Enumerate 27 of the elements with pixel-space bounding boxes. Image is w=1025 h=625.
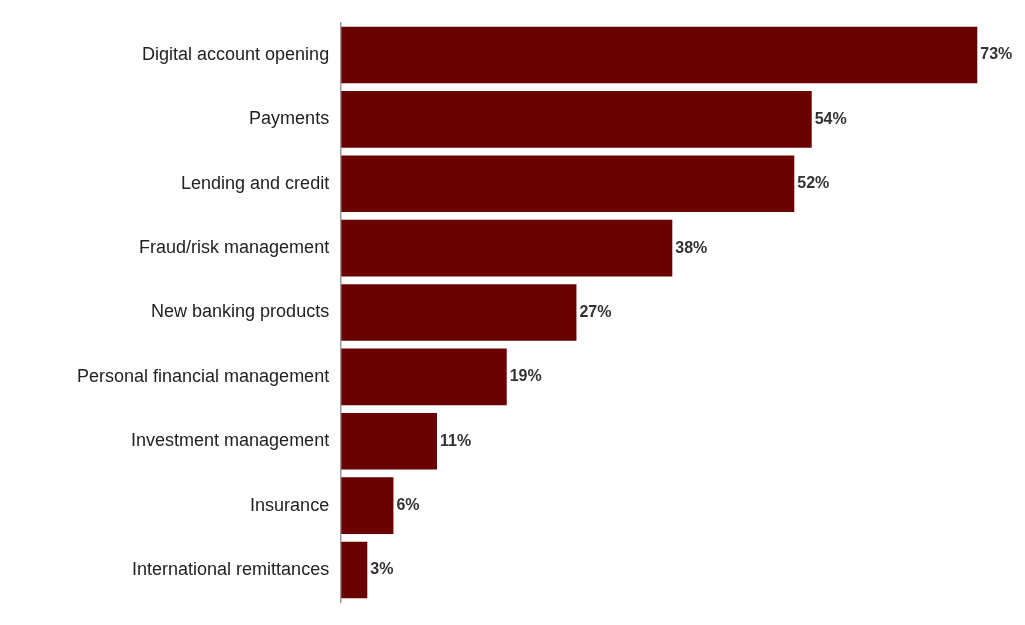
data-label: 27%: [579, 302, 612, 320]
y-tick-label: Payments: [249, 108, 330, 129]
y-tick-label: Fraud/risk management: [139, 237, 330, 258]
bar: [341, 91, 812, 148]
data-label: 38%: [675, 238, 708, 256]
bar: [341, 219, 673, 277]
y-tick-label: Lending and credit: [181, 172, 330, 193]
data-label: 73%: [980, 45, 1013, 63]
y-tick-label: Insurance: [250, 494, 330, 515]
bar: [341, 284, 577, 341]
bar: [341, 348, 507, 406]
y-tick-label: New banking products: [151, 301, 330, 322]
data-label: 52%: [797, 174, 830, 192]
y-tick-label: International remittances: [132, 558, 330, 579]
bar: [341, 412, 438, 470]
y-tick-label: Personal financial management: [76, 365, 330, 386]
data-label: 3%: [370, 560, 394, 578]
data-label: 11%: [440, 431, 472, 449]
data-label: 19%: [509, 367, 542, 385]
data-label: 54%: [814, 109, 847, 127]
y-tick-label: Digital account opening: [142, 43, 330, 64]
bar: [341, 26, 978, 84]
data-label: 6%: [396, 496, 420, 514]
bar: [341, 541, 368, 599]
bar: [341, 477, 394, 534]
bar: [341, 155, 795, 213]
y-tick-label: Investment management: [131, 430, 330, 451]
